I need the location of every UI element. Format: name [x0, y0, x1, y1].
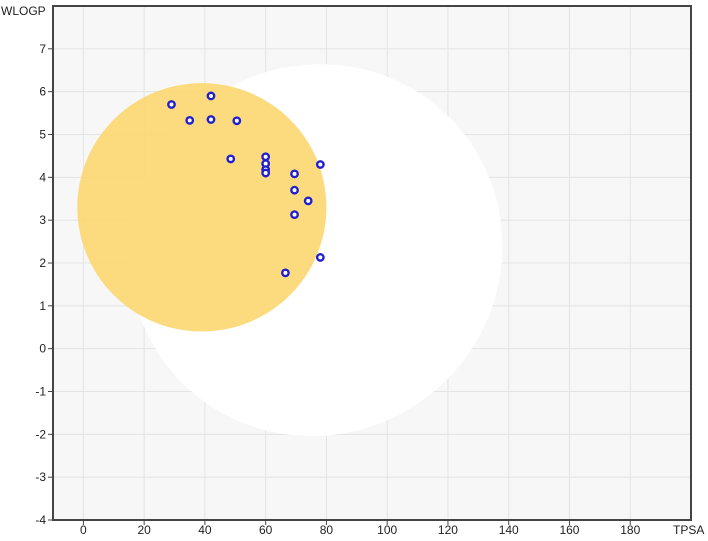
y-tick-label: 2: [39, 256, 46, 270]
data-point: [261, 168, 271, 178]
y-tick-label: 3: [39, 213, 46, 227]
data-point: [232, 116, 242, 126]
data-point: [261, 152, 271, 162]
x-tick-label: 0: [80, 523, 87, 536]
y-tick-label: 0: [39, 342, 46, 356]
data-point: [206, 91, 216, 101]
data-point: [290, 169, 299, 179]
data-point: [303, 196, 313, 206]
y-tick-label: 6: [39, 85, 46, 99]
yolk-region-ellipse: [77, 83, 327, 332]
x-tick-label: 80: [320, 523, 334, 536]
y-tick-label: 4: [39, 170, 46, 184]
data-point: [290, 185, 299, 195]
x-tick-label: 60: [259, 523, 273, 536]
regions-group: [77, 64, 503, 437]
x-tick-label: 180: [620, 523, 640, 536]
data-point: [206, 115, 216, 124]
data-point: [290, 210, 299, 219]
y-tick-label: -2: [35, 427, 46, 441]
x-axis-label: TPSA: [673, 523, 704, 536]
x-tick-label: 160: [559, 523, 579, 536]
data-point: [315, 253, 325, 262]
x-tick-label: 120: [438, 523, 458, 536]
x-tick-label: 100: [377, 523, 397, 536]
y-tick-label: -4: [35, 513, 46, 527]
data-point: [281, 268, 290, 278]
data-point: [185, 115, 195, 125]
y-tick-label: 7: [39, 42, 46, 56]
y-tick-label: 1: [39, 299, 46, 313]
plot-area: 0 20 40 60 80 100 120 140 160 180 -4 -3 -2 -1 0 1 2 3 4 5 6 7: [35, 5, 692, 537]
y-axis-label: WLOGP: [1, 4, 46, 18]
y-tick-label: -3: [35, 470, 46, 484]
data-point: [315, 160, 325, 169]
y-tick-label: -1: [35, 385, 46, 399]
data-point: [226, 154, 236, 164]
x-tick-label: 140: [499, 523, 519, 536]
x-tick-label: 20: [137, 523, 151, 536]
x-tick-label: 40: [198, 523, 212, 536]
y-tick-label: 5: [39, 128, 46, 142]
data-point: [167, 100, 176, 109]
